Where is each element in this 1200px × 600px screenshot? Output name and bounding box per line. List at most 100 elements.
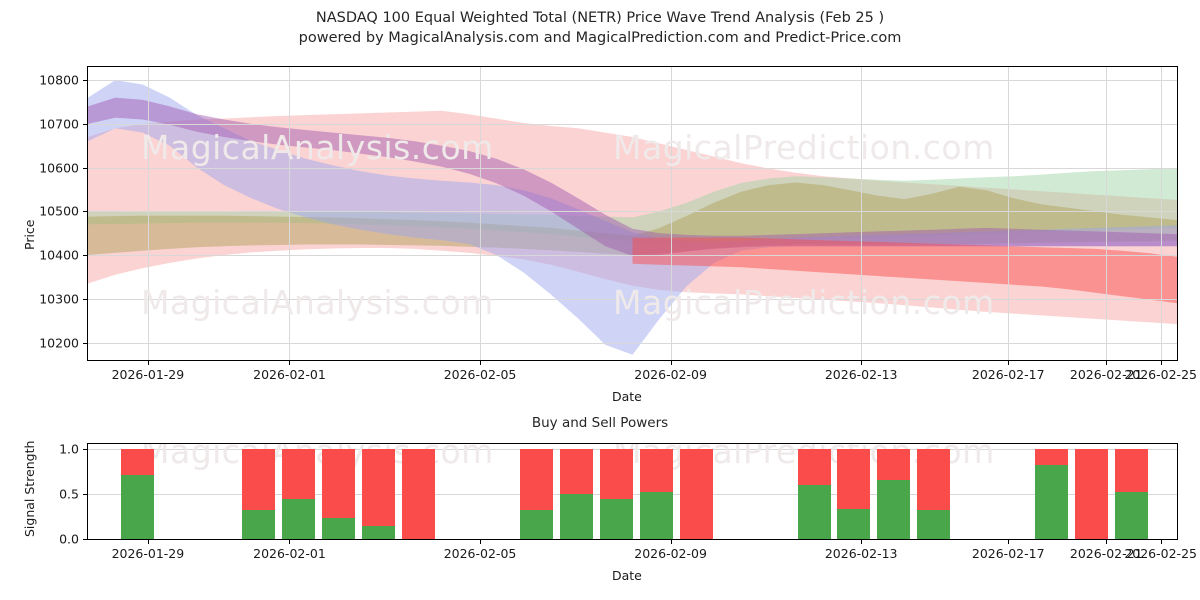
price-wave-plot-area: MagicalAnalysis.com MagicalPrediction.com…	[87, 66, 1178, 361]
price-band	[88, 168, 1177, 243]
price-band	[88, 80, 1177, 355]
x-tick-mark	[1160, 361, 1162, 365]
signal-bar[interactable]	[1035, 449, 1069, 539]
y-tick-mark	[83, 123, 87, 125]
x-tick-mark	[670, 540, 672, 544]
x-tick-mark	[1106, 540, 1108, 544]
y-tick-label: 10600	[39, 160, 79, 176]
sell-power-segment	[797, 449, 831, 486]
x-tick-mark	[861, 540, 863, 544]
gridline-horizontal	[88, 80, 1177, 82]
price-band	[88, 97, 1177, 256]
y-tick-label: 10400	[39, 247, 79, 263]
buy-power-segment	[877, 479, 911, 539]
x-tick-mark	[147, 361, 149, 365]
gridline-vertical	[1106, 67, 1108, 360]
y-tick-mark	[83, 80, 87, 82]
signal-bar[interactable]	[361, 449, 395, 539]
x-tick-label: 2026-01-29	[111, 546, 185, 561]
buy-power-segment	[1035, 464, 1069, 539]
gridline-horizontal	[88, 211, 1177, 213]
gridline-vertical	[480, 67, 482, 360]
x-tick-mark	[1008, 361, 1010, 365]
x-tick-mark	[670, 361, 672, 365]
y-tick-mark	[83, 255, 87, 257]
gridline-vertical	[861, 67, 863, 360]
x-tick-mark	[147, 540, 149, 544]
price-wave-bands	[88, 80, 1177, 355]
x-tick-mark	[480, 361, 482, 365]
y-tick-mark	[83, 298, 87, 300]
signal-bar[interactable]	[559, 449, 593, 539]
sell-power-segment	[639, 449, 673, 492]
y-tick-label: 10800	[39, 72, 79, 88]
sell-power-segment	[679, 449, 713, 539]
gridline-horizontal	[88, 539, 1177, 540]
x-tick-label: 2026-01-29	[111, 367, 185, 382]
sell-power-segment	[121, 449, 155, 476]
x-tick-label: 2026-02-17	[971, 367, 1045, 382]
signal-bar[interactable]	[679, 449, 713, 539]
gridline-horizontal	[88, 167, 1177, 169]
x-tick-mark	[861, 361, 863, 365]
y-tick-mark	[83, 494, 87, 496]
buy-power-segment	[639, 491, 673, 539]
x-tick-label: 2026-02-21	[1069, 367, 1143, 382]
sell-power-segment	[401, 449, 435, 539]
x-tick-mark	[480, 540, 482, 544]
signal-bar[interactable]	[282, 449, 316, 539]
y-tick-label: 1.0	[59, 441, 79, 457]
buy-power-segment	[917, 510, 951, 539]
price-y-axis-label: Price	[22, 219, 37, 251]
buy-power-segment	[797, 485, 831, 539]
signal-bar[interactable]	[121, 449, 155, 539]
signal-bar[interactable]	[639, 449, 673, 539]
buy-power-segment	[282, 498, 316, 539]
y-tick-label: 10200	[39, 335, 79, 350]
buy-power-segment	[559, 494, 593, 539]
x-tick-label: 2026-02-17	[971, 546, 1045, 561]
signal-bar[interactable]	[242, 449, 276, 539]
sell-power-segment	[559, 449, 593, 495]
buy-sell-powers-title: Buy and Sell Powers	[531, 415, 669, 431]
signal-bar[interactable]	[837, 449, 871, 539]
y-tick-mark	[83, 539, 87, 540]
buy-power-segment	[321, 518, 355, 539]
title-line-2: powered by MagicalAnalysis.com and Magic…	[298, 30, 902, 46]
y-tick-mark	[83, 449, 87, 451]
gridline-horizontal	[88, 123, 1177, 125]
signal-bar[interactable]	[877, 449, 911, 539]
x-tick-mark	[289, 540, 291, 544]
sell-power-segment	[599, 449, 633, 499]
signal-bar[interactable]	[917, 449, 951, 539]
y-tick-label: 0.5	[59, 486, 79, 502]
price-band	[88, 182, 1177, 255]
x-tick-mark	[1008, 540, 1010, 544]
signal-bar[interactable]	[321, 449, 355, 539]
gridline-vertical	[1008, 67, 1010, 360]
price-band	[88, 110, 1177, 325]
x-tick-label: 2026-02-25	[1124, 546, 1197, 561]
signal-bar[interactable]	[1075, 449, 1109, 539]
signal-bar[interactable]	[599, 449, 633, 539]
signal-bar[interactable]	[1115, 449, 1149, 539]
gridline-vertical	[670, 67, 672, 360]
sell-power-segment	[837, 449, 871, 510]
x-tick-mark	[1106, 361, 1108, 365]
signal-bar[interactable]	[401, 449, 435, 539]
buy-power-segment	[599, 498, 633, 539]
signal-x-axis-label: Date	[612, 568, 642, 583]
x-tick-label: 2026-02-21	[1069, 546, 1143, 561]
signal-bar[interactable]	[797, 449, 831, 539]
x-tick-label: 2026-02-09	[634, 546, 707, 561]
signal-bar[interactable]	[519, 449, 553, 539]
gridline-vertical	[147, 67, 149, 360]
gridline-horizontal	[88, 298, 1177, 300]
y-tick-label: 10300	[39, 291, 79, 307]
sell-power-segment	[917, 449, 951, 511]
gridline-horizontal	[88, 342, 1177, 344]
sell-power-segment	[321, 449, 355, 519]
gridline-vertical	[289, 67, 291, 360]
